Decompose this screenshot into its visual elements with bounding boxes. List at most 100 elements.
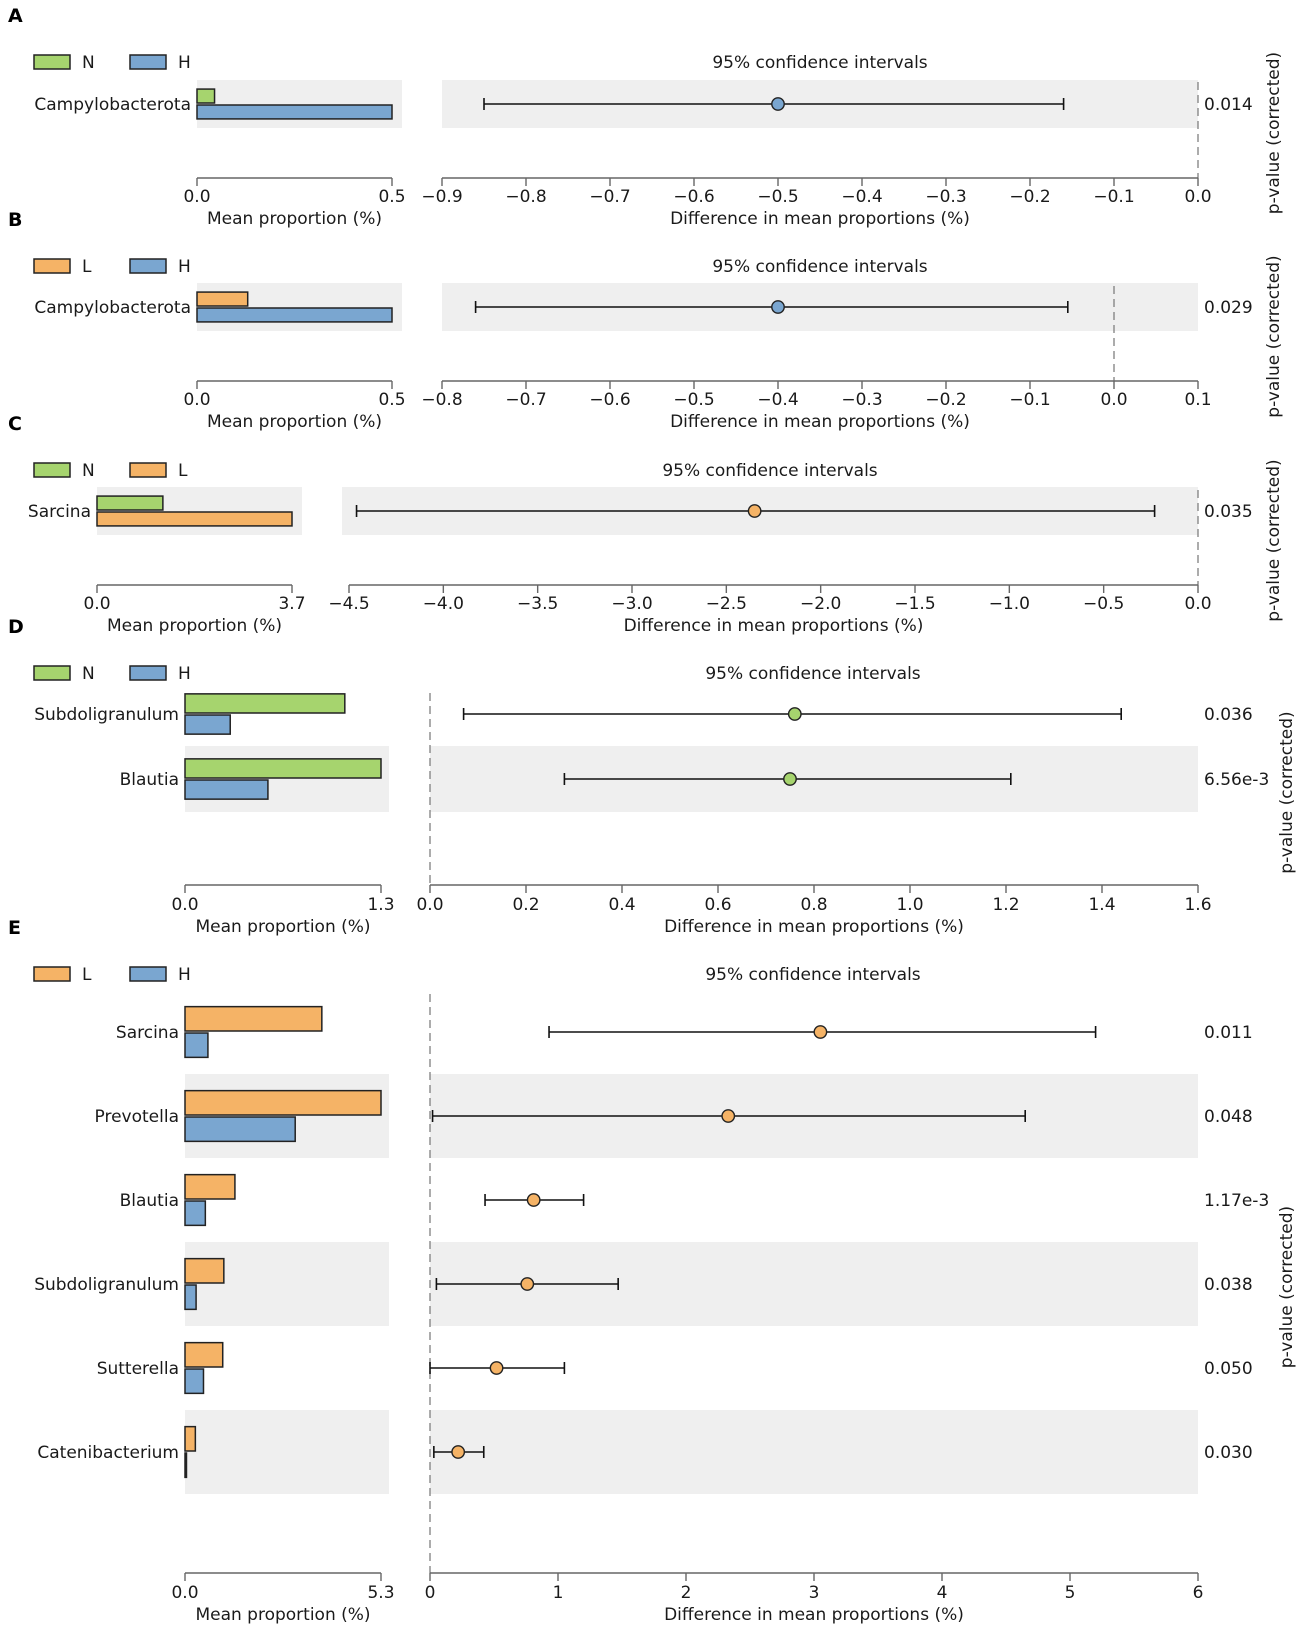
diff-axis-title: Difference in mean proportions (%) [664, 917, 964, 937]
bar-axis-tick-label: 1.3 [367, 895, 394, 915]
p-value-axis-title: p-value (corrected) [1277, 711, 1297, 873]
diff-axis-tick-label: −1.5 [894, 594, 935, 614]
bar-h [184, 1200, 207, 1227]
diff-axis-tick-label: 0.8 [800, 895, 827, 915]
legend-label: H [178, 53, 191, 73]
diff-axis-tick-label: −0.4 [757, 390, 798, 410]
diff-axis-tick-label: −4.5 [328, 594, 369, 614]
diff-axis-tick-label: −0.5 [1083, 594, 1124, 614]
p-value: 0.048 [1204, 1107, 1253, 1127]
row-label: Blautia [120, 1191, 179, 1211]
ci-title: 95% confidence intervals [712, 257, 927, 277]
p-value-axis-title: p-value (corrected) [1264, 52, 1284, 214]
diff-axis-tick-label: −0.7 [589, 187, 630, 207]
diff-axis-tick-label: −0.6 [589, 390, 630, 410]
panel-c: C N L 95% confidence intervals p-value (corr… [8, 413, 1284, 636]
diff-axis-tick-label: −0.8 [505, 187, 546, 207]
legend-label: L [178, 461, 188, 481]
ci-title: 95% confidence intervals [705, 664, 920, 684]
diff-axis-title: Difference in mean proportions (%) [624, 616, 924, 636]
effect-size-point [771, 300, 785, 314]
bar-axis-tick-label: 0.0 [183, 390, 210, 410]
diff-axis-tick-label: −2.0 [800, 594, 841, 614]
row-shade-bars [185, 1074, 389, 1158]
bar-axis-title: Mean proportion (%) [207, 209, 382, 229]
diff-axis-tick-label: 1.6 [1184, 895, 1211, 915]
diff-axis-tick-label: −0.3 [925, 187, 966, 207]
effect-size-point [747, 504, 762, 518]
diff-axis-tick-label: 0.6 [704, 895, 731, 915]
bar-n [184, 758, 382, 779]
p-value: 0.035 [1204, 502, 1253, 522]
bar-h [196, 104, 393, 120]
bar-axis-title: Mean proportion (%) [207, 412, 382, 432]
panel-a: A N H 95% confidence intervals p-value (corr… [8, 5, 1284, 229]
effect-size-point [771, 97, 785, 111]
row-shade-bars [185, 1410, 389, 1494]
p-value: 0.029 [1204, 298, 1253, 318]
row-label: Campylobacterota [34, 95, 191, 115]
bar-h [184, 1368, 205, 1395]
diff-axis-tick-label: 0.1 [1184, 390, 1211, 410]
bar-h [184, 1452, 188, 1479]
p-value: 0.014 [1204, 95, 1253, 115]
p-value: 0.038 [1204, 1275, 1253, 1295]
diff-axis-tick-label: −0.9 [421, 187, 462, 207]
row-label: Sutterella [97, 1359, 179, 1379]
legend-swatch [129, 966, 167, 982]
bar-n [96, 495, 164, 511]
row-shade-bars [197, 80, 402, 128]
diff-axis-tick-label: 5 [1065, 1583, 1076, 1603]
bar-l [196, 291, 249, 307]
legend-swatch [129, 258, 167, 274]
diff-axis-tick-label: −1.0 [989, 594, 1030, 614]
bar-l [184, 1257, 225, 1284]
effect-size-point [813, 1025, 828, 1039]
bar-axis-title: Mean proportion (%) [195, 1605, 370, 1625]
panel-letter: C [8, 413, 22, 435]
bar-axis-tick-label: 0.5 [378, 390, 405, 410]
diff-axis-title: Difference in mean proportions (%) [670, 209, 970, 229]
bar-axis-title: Mean proportion (%) [107, 616, 282, 636]
row-label: Prevotella [95, 1107, 179, 1127]
effect-size-point [520, 1277, 535, 1291]
diff-axis-tick-label: 0.0 [1184, 187, 1211, 207]
row-label: Sarcina [28, 502, 91, 522]
diff-axis-tick-label: 1.0 [896, 895, 923, 915]
ci-title: 95% confidence intervals [712, 53, 927, 73]
panel-e: E L H 95% confidence intervals p-value (corr… [8, 917, 1297, 1625]
effect-size-point [526, 1193, 541, 1207]
legend-swatch [129, 665, 167, 681]
legend-swatch [33, 966, 71, 982]
diff-axis-tick-label: 1.4 [1088, 895, 1115, 915]
ci-title: 95% confidence intervals [662, 461, 877, 481]
p-value-axis-title: p-value (corrected) [1264, 255, 1284, 417]
diff-axis-tick-label: 3 [809, 1583, 820, 1603]
legend-label: H [178, 965, 191, 985]
legend-swatch [33, 462, 71, 478]
diff-axis-tick-label: 6 [1193, 1583, 1204, 1603]
row-label: Catenibacterium [37, 1443, 179, 1463]
diff-axis-tick-label: −0.2 [925, 390, 966, 410]
diff-axis-tick-label: 1 [553, 1583, 564, 1603]
diff-axis-tick-label: −0.3 [841, 390, 882, 410]
bar-axis-tick-label: 0.0 [171, 895, 198, 915]
bar-axis-tick-label: 0.0 [183, 187, 210, 207]
diff-axis-tick-label: −0.6 [673, 187, 714, 207]
diff-axis-tick-label: −0.1 [1093, 187, 1134, 207]
panel-d: D N H 95% confidence intervals p-value (corr… [8, 616, 1297, 937]
diff-axis-tick-label: 2 [681, 1583, 692, 1603]
diff-axis-tick-label: −2.5 [706, 594, 747, 614]
diff-axis-tick-label: −3.0 [611, 594, 652, 614]
diff-axis-tick-label: 1.2 [992, 895, 1019, 915]
diff-axis-tick-label: 0.4 [608, 895, 635, 915]
panel-letter: D [8, 616, 24, 638]
legend-swatch [33, 54, 71, 70]
row-shade-bars [197, 283, 402, 331]
effect-size-point [783, 772, 797, 786]
diff-axis-title: Difference in mean proportions (%) [670, 412, 970, 432]
bar-h [196, 307, 393, 323]
legend-label: N [82, 461, 95, 481]
diff-axis-tick-label: −4.0 [423, 594, 464, 614]
